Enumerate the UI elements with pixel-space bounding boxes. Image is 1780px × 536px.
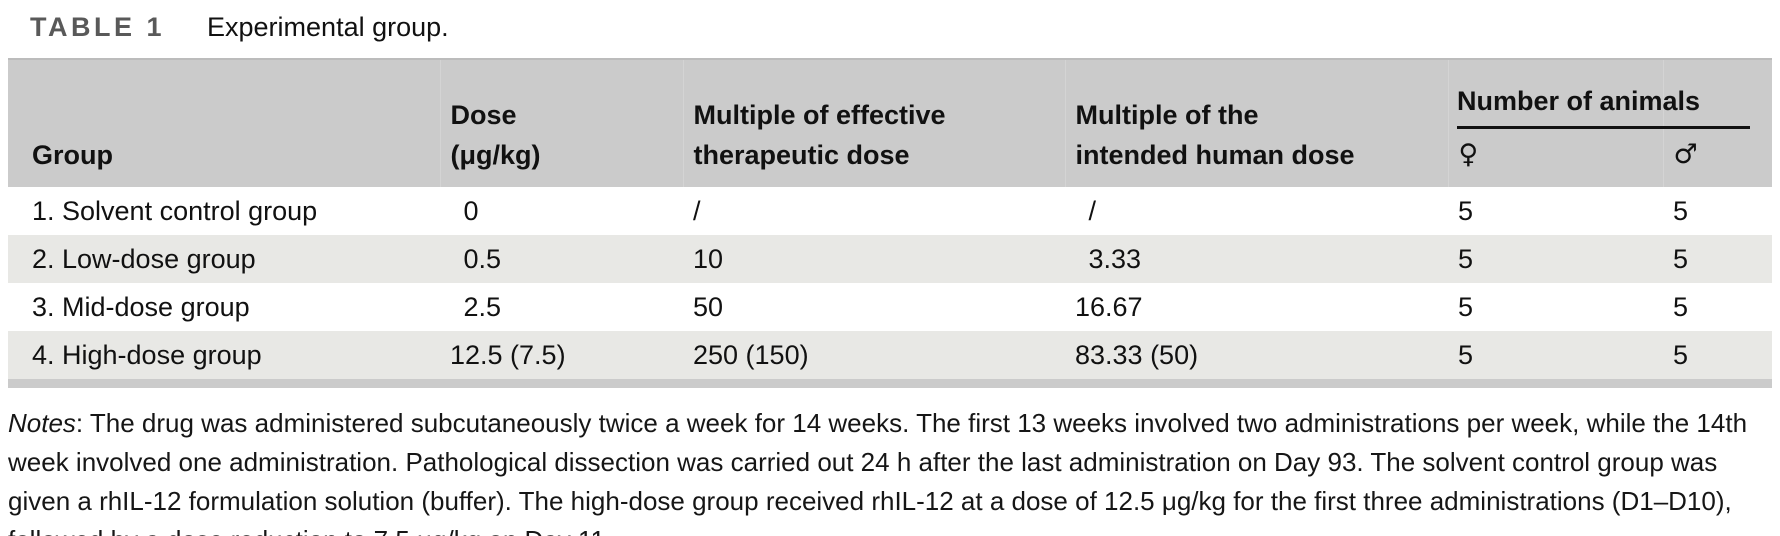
column-header-multiple-effective-dose: Multiple of effective therapeutic dose — [682, 60, 1065, 187]
cell-group: 3. Mid-dose group — [32, 291, 250, 322]
table-header: Group Dose (μg/kg) Multiple of effective… — [8, 60, 1772, 187]
column-header-dose: Dose (μg/kg) — [439, 60, 683, 187]
cell-male-count: 5 — [1673, 291, 1689, 322]
header-row: Group Dose (μg/kg) Multiple of effective… — [8, 60, 1772, 187]
notes-label: Notes — [8, 408, 76, 438]
table-caption-text: Experimental group. — [207, 12, 449, 42]
table-notes: Notes: The drug was administered subcuta… — [8, 404, 1770, 536]
cell-multiple-effective: / — [693, 195, 701, 226]
cell-male-count: 5 — [1663, 235, 1772, 283]
cell-multiple-effective: 50 — [693, 291, 724, 322]
table-row-high-dose: 4. High-dose group 12.5 (7.5) 250 (150) … — [8, 331, 1772, 379]
table-number-label: TABLE 1 — [30, 12, 166, 42]
cell-dose: 12.5 (7.5) — [440, 331, 683, 379]
cell-multiple-effective: 250 (150) — [683, 331, 1065, 379]
column-header-female: ♀ — [1447, 60, 1663, 187]
column-header-multiple-human-dose: Multiple of the intended human dose — [1064, 60, 1448, 187]
cell-multiple-human: 3.33 — [1065, 235, 1448, 283]
cell-female-count: 5 — [1458, 195, 1474, 226]
experimental-group-table: Group Dose (μg/kg) Multiple of effective… — [8, 60, 1772, 379]
table-row-mid-dose: 3. Mid-dose group 2.5 50 16.67 5 5 — [8, 283, 1772, 331]
table-row-low-dose: 2. Low-dose group 0.5 10 3.33 5 5 — [8, 235, 1772, 283]
cell-multiple-human: / — [1075, 195, 1097, 226]
cell-female-count: 5 — [1458, 291, 1474, 322]
cell-group: 1. Solvent control group — [32, 195, 318, 226]
cell-dose: 0.5 — [440, 235, 683, 283]
cell-female-count: 5 — [1448, 331, 1663, 379]
cell-female-count: 5 — [1448, 235, 1663, 283]
column-header-male: ♂ — [1662, 60, 1772, 187]
table-body: 1. Solvent control group 0 / / 5 5 2. Lo… — [8, 187, 1772, 379]
cell-group: 4. High-dose group — [8, 331, 440, 379]
table-row-solvent-control: 1. Solvent control group 0 / / 5 5 — [8, 187, 1772, 235]
cell-dose: 0 — [450, 195, 479, 226]
male-icon: ♂ — [1673, 139, 1698, 170]
cell-male-count: 5 — [1663, 331, 1772, 379]
cell-male-count: 5 — [1673, 195, 1689, 226]
cell-group: 2. Low-dose group — [8, 235, 440, 283]
cell-dose: 2.5 — [450, 291, 502, 322]
experimental-group-table-wrapper: Number of animals Group Dose (μg/kg) Mul… — [8, 58, 1772, 388]
notes-text: : The drug was administered subcutaneous… — [8, 408, 1748, 536]
column-header-group: Group — [8, 60, 440, 187]
female-icon: ♀ — [1458, 139, 1479, 170]
cell-multiple-human: 83.33 (50) — [1065, 331, 1448, 379]
cell-multiple-human: 16.67 — [1075, 291, 1143, 322]
number-of-animals-group-header: Number of animals — [1457, 82, 1750, 129]
table-caption-row: TABLE 1 Experimental group. — [30, 12, 1780, 48]
cell-multiple-effective: 10 — [683, 235, 1065, 283]
